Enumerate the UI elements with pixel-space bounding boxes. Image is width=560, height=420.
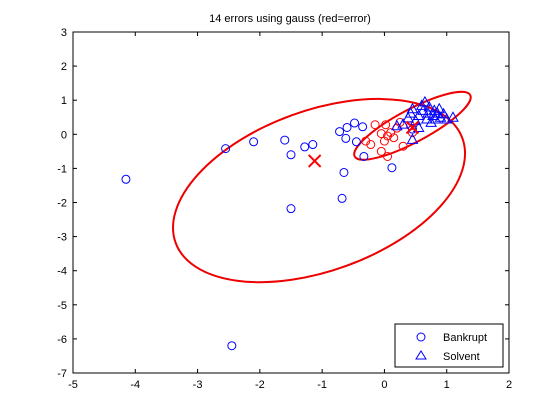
x-tick-label: -5 bbox=[68, 379, 78, 391]
legend-label-bankrupt: Bankrupt bbox=[443, 332, 487, 344]
x-tick-label: 1 bbox=[444, 379, 450, 391]
solvent-point bbox=[425, 116, 437, 127]
bankrupt-error-point bbox=[398, 141, 408, 151]
x-tick-label: 2 bbox=[506, 379, 512, 391]
solvent-point bbox=[391, 119, 403, 131]
legend: Bankrupt Solvent bbox=[394, 323, 504, 368]
y-tick-label: 0 bbox=[61, 129, 67, 141]
solvent-point bbox=[447, 111, 459, 122]
bankrupt-error-point bbox=[376, 129, 386, 139]
bankrupt-error-point bbox=[370, 120, 380, 130]
bankrupt-point bbox=[121, 174, 131, 184]
solvent-point bbox=[420, 112, 433, 124]
solvent-point bbox=[433, 102, 446, 114]
chart-title: 14 errors using gauss (red=error) bbox=[209, 13, 371, 25]
y-tick-label: -7 bbox=[57, 368, 67, 380]
legend-circle-icon bbox=[416, 332, 426, 342]
y-tick-label: 3 bbox=[61, 27, 67, 39]
bankrupt-point bbox=[300, 142, 310, 152]
bankrupt-point bbox=[221, 144, 231, 154]
bankrupt-point bbox=[337, 193, 347, 203]
bankrupt-point bbox=[308, 140, 318, 150]
x-tick-label: -3 bbox=[193, 379, 203, 391]
y-tick-label: -5 bbox=[57, 300, 67, 312]
bankrupt-error-point bbox=[376, 146, 386, 156]
bankrupt-error-point bbox=[383, 131, 393, 141]
solvent-point bbox=[412, 121, 425, 132]
bankrupt-error-point bbox=[383, 151, 393, 161]
cross-stroke bbox=[405, 120, 420, 135]
bankrupt-point bbox=[350, 118, 360, 128]
marker-layer bbox=[307, 120, 420, 168]
solvent-point bbox=[429, 112, 442, 124]
y-tick-label: -2 bbox=[57, 198, 67, 210]
y-tick-label: 1 bbox=[61, 95, 67, 107]
ellipse-layer bbox=[172, 90, 472, 284]
x-tick-label: -4 bbox=[130, 379, 140, 391]
bankrupt-point bbox=[351, 137, 361, 147]
bankrupt-error-point bbox=[381, 120, 391, 130]
class-mean-marker bbox=[307, 154, 322, 168]
solvent-point bbox=[437, 107, 450, 119]
x-tick-label: -1 bbox=[317, 379, 327, 391]
solvent-point bbox=[423, 100, 436, 112]
legend-box bbox=[394, 323, 504, 368]
bankrupt-point bbox=[358, 122, 368, 132]
bankrupt-error-point bbox=[386, 128, 396, 138]
bankrupt-error-point bbox=[361, 136, 371, 146]
solvent-point bbox=[419, 95, 431, 107]
solvent-point bbox=[415, 99, 428, 110]
bankrupt-point bbox=[227, 341, 237, 351]
bankrupt-point bbox=[335, 127, 345, 137]
cross-stroke bbox=[307, 154, 322, 168]
y-tick-label: -4 bbox=[57, 266, 67, 278]
bankrupt-point bbox=[286, 150, 296, 160]
bankrupt-point bbox=[387, 163, 397, 173]
solvent-point bbox=[412, 109, 425, 121]
x-axis: -5 -4 -3 -2 -1 0 1 2 bbox=[68, 32, 512, 391]
solvent-point bbox=[434, 111, 447, 122]
bankrupt-point bbox=[342, 122, 352, 132]
bankrupt-error-point bbox=[389, 133, 399, 143]
class-mean-marker bbox=[405, 120, 420, 135]
solvent-point bbox=[406, 133, 419, 144]
legend-label-solvent: Solvent bbox=[443, 351, 480, 363]
y-tick-label: -6 bbox=[57, 334, 67, 346]
solvent-point bbox=[406, 102, 419, 114]
x-tick-label: 0 bbox=[381, 379, 387, 391]
y-tick-label: 2 bbox=[61, 61, 67, 73]
solvent-point bbox=[427, 109, 439, 121]
x-tick-label: -2 bbox=[255, 379, 265, 391]
y-axis: -7 -6 -5 -4 -3 -2 -1 0 1 2 3 bbox=[57, 27, 509, 380]
y-tick-label: -3 bbox=[57, 232, 67, 244]
bankrupt-point bbox=[341, 133, 351, 143]
plot-area bbox=[72, 31, 510, 374]
legend-triangle-icon bbox=[415, 350, 427, 360]
bankrupt-point bbox=[286, 204, 296, 214]
bankrupt-error-point bbox=[379, 136, 389, 146]
plot-background bbox=[73, 32, 509, 373]
solvent-point bbox=[397, 118, 409, 129]
y-tick-label: -1 bbox=[57, 163, 67, 175]
bankrupt-point bbox=[249, 137, 259, 147]
bankrupt-point bbox=[280, 135, 290, 145]
bankrupt-point bbox=[339, 167, 349, 177]
confidence-ellipse bbox=[353, 90, 472, 161]
confidence-ellipse bbox=[172, 97, 467, 284]
point-layer bbox=[121, 95, 459, 351]
solvent-point bbox=[417, 104, 429, 115]
bankrupt-error-point bbox=[366, 140, 376, 150]
bankrupt-point bbox=[359, 151, 369, 161]
